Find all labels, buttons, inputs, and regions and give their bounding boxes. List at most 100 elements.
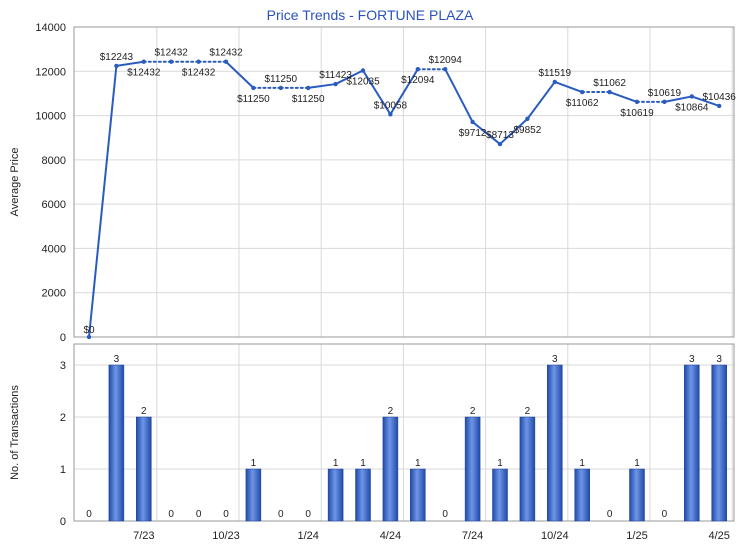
transaction-bar <box>684 364 700 522</box>
price-line-segment <box>526 80 556 120</box>
transaction-count-label: 0 <box>662 509 668 520</box>
transaction-count-label: 1 <box>497 458 503 469</box>
price-data-label: $12094 <box>401 75 435 86</box>
transaction-bar <box>245 468 262 522</box>
transaction-count-label: 3 <box>716 354 722 365</box>
price-data-label: $10864 <box>675 102 709 113</box>
price-y-tick-label: 4000 <box>42 243 66 255</box>
price-point <box>196 59 201 64</box>
price-point <box>415 67 420 72</box>
bar-y-axis-label: No. of Transactions <box>9 385 21 480</box>
transaction-count-label: 0 <box>442 509 448 520</box>
bar-y-tick-label: 1 <box>60 464 66 476</box>
price-point <box>86 334 92 340</box>
bar-y-tick-label: 3 <box>60 360 66 372</box>
transactions-bar-panel: 0 1 2 3 7/23 10/23 1/24 4/24 7/24 10/24 1/25 4/25 No… <box>9 343 735 542</box>
price-line-segment <box>608 91 638 103</box>
price-data-label: $11062 <box>566 98 599 109</box>
bar-plot-frame <box>73 343 735 522</box>
chart-title: Price Trends - FORTUNE PLAZA <box>267 7 474 23</box>
transaction-bar <box>355 468 371 522</box>
transaction-count-label: 0 <box>223 509 229 520</box>
price-point <box>634 99 640 105</box>
transaction-count-label: 2 <box>141 406 147 417</box>
transaction-count-label: 0 <box>278 509 284 520</box>
price-point <box>141 59 146 64</box>
price-point <box>306 85 311 91</box>
price-data-label: $10619 <box>620 108 654 119</box>
price-line-segment <box>389 68 419 116</box>
transaction-count-label: 0 <box>86 509 92 520</box>
price-point <box>114 63 119 69</box>
transaction-count-label: 3 <box>552 354 558 365</box>
price-point <box>360 68 366 73</box>
transaction-count-label: 3 <box>689 354 695 365</box>
price-line-segment <box>471 120 501 146</box>
price-point <box>717 103 722 109</box>
price-line-segment <box>362 69 392 116</box>
price-point <box>333 81 338 87</box>
transaction-count-label: 1 <box>634 458 640 469</box>
price-data-label: $12432 <box>209 48 243 59</box>
price-line-segment <box>307 83 337 89</box>
transaction-count-label: 1 <box>360 458 366 469</box>
bar-x-tick-label: 10/24 <box>541 530 569 542</box>
price-data-label: $9852 <box>513 125 541 136</box>
price-point <box>443 67 448 72</box>
price-data-label: $12035 <box>346 77 380 88</box>
transaction-count-label: 2 <box>388 406 394 417</box>
price-point <box>689 94 694 99</box>
bar-x-tick-label: 10/23 <box>212 530 240 542</box>
transaction-bar <box>492 468 508 522</box>
price-point <box>662 99 667 105</box>
transaction-bar <box>711 364 727 522</box>
price-data-label: $11250 <box>237 94 270 105</box>
price-point <box>552 79 557 85</box>
bar-x-tick-label: 4/24 <box>380 530 401 542</box>
price-data-label: $11250 <box>264 74 297 85</box>
price-plot-frame <box>73 26 735 338</box>
price-point <box>223 59 229 64</box>
transaction-bar <box>136 416 152 522</box>
price-line-segment <box>663 95 693 103</box>
price-point <box>251 85 256 91</box>
price-line-segment <box>334 69 364 86</box>
bar-x-tick-label: 1/24 <box>297 530 318 542</box>
price-y-tick-label: 12000 <box>35 66 66 78</box>
price-line-segment <box>499 117 529 146</box>
price-y-tick-label: 10000 <box>35 111 66 123</box>
price-data-label: $10436 <box>703 92 737 103</box>
transaction-count-label: 1 <box>251 458 257 469</box>
price-line-segment <box>88 64 118 338</box>
transaction-bar <box>382 416 399 522</box>
transaction-count-label: 2 <box>525 406 531 417</box>
bar-x-tick-label: 7/24 <box>462 530 483 542</box>
transaction-count-label: 0 <box>607 509 613 520</box>
transaction-bar <box>574 468 590 522</box>
price-point <box>169 59 174 64</box>
price-line-segment <box>690 95 721 107</box>
price-point <box>278 85 283 91</box>
price-y-tick-label: 8000 <box>42 155 66 167</box>
transaction-count-label: 1 <box>579 458 585 469</box>
price-y-tick-label: 14000 <box>35 22 66 34</box>
transaction-bar <box>464 416 481 522</box>
price-line-segment <box>553 80 584 94</box>
price-point <box>497 141 503 147</box>
price-data-label: $9712 <box>459 128 487 139</box>
bar-x-tick-label: 4/25 <box>708 530 729 542</box>
price-point <box>607 89 612 95</box>
price-point <box>580 89 585 95</box>
price-y-tick-label: 2000 <box>42 288 66 300</box>
transaction-bar <box>547 364 563 522</box>
price-data-label: $10058 <box>374 100 408 111</box>
price-data-label: $8713 <box>486 130 514 141</box>
price-point <box>470 119 475 125</box>
price-data-label: $10619 <box>648 88 682 99</box>
price-data-label: $11062 <box>593 78 626 89</box>
bar-y-tick-label: 0 <box>60 516 66 528</box>
transaction-count-label: 0 <box>305 509 311 520</box>
bar-x-tick-label: 7/23 <box>133 530 154 542</box>
transaction-count-label: 3 <box>114 354 120 365</box>
